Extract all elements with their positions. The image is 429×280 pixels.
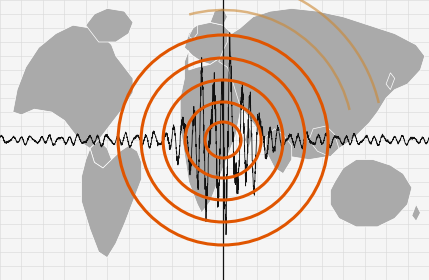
Polygon shape	[266, 129, 292, 174]
Polygon shape	[180, 50, 240, 213]
Polygon shape	[219, 8, 425, 160]
Polygon shape	[412, 204, 420, 221]
Polygon shape	[82, 146, 142, 258]
Polygon shape	[386, 73, 395, 90]
Polygon shape	[330, 160, 412, 227]
Polygon shape	[13, 25, 133, 148]
Polygon shape	[90, 140, 112, 168]
Polygon shape	[189, 25, 197, 39]
Polygon shape	[184, 22, 236, 64]
Polygon shape	[210, 8, 227, 25]
Polygon shape	[309, 126, 339, 157]
Polygon shape	[86, 8, 133, 42]
Polygon shape	[245, 126, 253, 148]
